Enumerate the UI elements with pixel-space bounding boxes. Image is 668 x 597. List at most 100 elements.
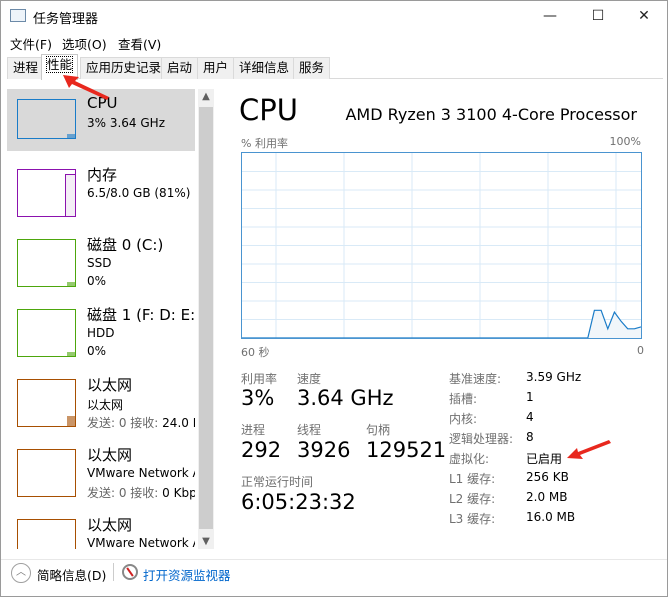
item-usage: 0% [87, 274, 107, 288]
item-throughput: 发送: 0 接收: 0 Kbps [87, 484, 195, 501]
graph-y-label: % 利用率 [241, 137, 288, 150]
item-name: 磁盘 1 (F: D: E:) [87, 306, 195, 324]
spec-label: 内核: [449, 412, 478, 426]
mini-graph [17, 309, 76, 357]
tab-services[interactable]: 服务 [293, 57, 331, 79]
scroll-up-icon[interactable]: ▲ [202, 91, 210, 102]
tab-label: 启动 [167, 60, 193, 75]
spec-label: 虚拟化: [449, 452, 490, 466]
item-detail: 以太网 [87, 398, 124, 412]
tab-label: 性能 [45, 56, 74, 73]
scroll-down-icon[interactable]: ▼ [202, 536, 210, 547]
graph-x-start: 60 秒 [241, 346, 270, 359]
title-bar: 任务管理器 — ☐ ✕ [1, 1, 667, 31]
speed-value: 3.64 GHz [297, 386, 394, 410]
minimize-button[interactable]: — [543, 8, 557, 24]
throughput-label: 发送: 0 接收: [87, 486, 159, 500]
tab-label: 详细信息 [239, 60, 290, 75]
scrollbar-thumb[interactable] [199, 107, 213, 529]
menu-file[interactable]: 文件(F) [10, 37, 52, 52]
item-name: 以太网 [87, 446, 133, 464]
spec-label: L1 缓存: [449, 472, 496, 486]
tab-details[interactable]: 详细信息 [233, 57, 296, 79]
item-throughput: 发送: 0 接收: 24.0 Kbps [87, 414, 195, 431]
spec-label: 逻辑处理器: [449, 432, 514, 446]
item-usage: 0% [87, 344, 107, 358]
spec-label: 插槽: [449, 392, 478, 406]
resource-monitor-icon [122, 564, 138, 580]
chevron-up-icon[interactable]: ︿ [11, 563, 31, 583]
cpu-graph-svg [242, 153, 642, 339]
sidebar-item[interactable]: 磁盘 1 (F: D: E:) HDD 0% [7, 299, 195, 361]
mini-graph [17, 519, 76, 549]
throughput-value: 24.0 Kbps [162, 416, 195, 430]
item-name: CPU [87, 94, 118, 112]
tab-processes[interactable]: 进程 [7, 57, 45, 79]
spec-value: 16.0 MB [526, 510, 576, 524]
mini-graph [17, 379, 76, 427]
cpu-graph [241, 152, 642, 339]
threads-value: 3926 [297, 438, 351, 462]
tab-label: 应用历史记录 [86, 60, 162, 75]
maximize-button[interactable]: ☐ [591, 8, 605, 24]
processes-value: 292 [241, 438, 282, 462]
open-resource-monitor-link[interactable]: 打开资源监视器 [143, 568, 231, 583]
item-name: 磁盘 0 (C:) [87, 236, 164, 254]
graph-x-end: 0 [637, 344, 644, 357]
processor-name: AMD Ryzen 3 3100 4-Core Processor [345, 105, 637, 124]
menu-options[interactable]: 选项(O) [62, 37, 107, 52]
spec-label: L3 缓存: [449, 512, 496, 526]
spec-value: 256 KB [526, 470, 569, 484]
divider [113, 563, 114, 581]
handles-value: 129521 [366, 438, 447, 462]
tab-startup[interactable]: 启动 [161, 57, 199, 79]
cpu-usage-line [242, 309, 642, 339]
annotation-arrow-icon [63, 75, 109, 100]
util-label: 利用率 [241, 372, 278, 386]
sidebar-item[interactable]: 以太网 VMware Network Adapter 发送: 0 接收: 0 Kbp… [7, 439, 195, 501]
fewer-details-button[interactable]: 简略信息(D) [37, 568, 107, 583]
spec-value: 已启用 [526, 452, 563, 466]
item-detail: VMware Network Adapter [87, 466, 195, 480]
item-name: 以太网 [87, 516, 133, 534]
spec-label: L2 缓存: [449, 492, 496, 506]
uptime-label: 正常运行时间 [241, 475, 314, 489]
tab-bar: 进程 性能 应用历史记录 启动 用户 详细信息 服务 [7, 54, 663, 80]
tab-performance[interactable]: 性能 [41, 54, 79, 80]
sidebar-item[interactable]: 内存 6.5/8.0 GB (81%) [7, 159, 195, 221]
tab-label: 用户 [203, 60, 229, 75]
mini-graph [17, 99, 76, 139]
spec-value: 3.59 GHz [526, 370, 582, 384]
spec-label: 基准速度: [449, 372, 502, 386]
tab-label: 服务 [299, 60, 325, 75]
tab-users[interactable]: 用户 [197, 57, 235, 79]
sidebar-item[interactable]: CPU 3% 3.64 GHz [7, 89, 195, 151]
item-detail: SSD [87, 256, 112, 270]
sidebar-item[interactable]: 磁盘 0 (C:) SSD 0% [7, 229, 195, 291]
item-detail: 3% 3.64 GHz [87, 116, 166, 130]
item-detail: 6.5/8.0 GB (81%) [87, 186, 191, 200]
close-button[interactable]: ✕ [638, 8, 650, 24]
mini-graph [17, 239, 76, 287]
throughput-label: 发送: 0 接收: [87, 416, 159, 430]
graph-y-max: 100% [609, 135, 641, 148]
sidebar-scrollbar[interactable]: ▲ ▼ [198, 89, 214, 549]
tab-label: 进程 [13, 60, 39, 75]
annotation-arrow-icon [567, 440, 611, 459]
window-title: 任务管理器 [33, 12, 99, 27]
menu-view[interactable]: 查看(V) [118, 37, 162, 52]
footer: ︿ 简略信息(D) 打开资源监视器 [1, 559, 667, 597]
processes-label: 进程 [241, 423, 266, 437]
uptime-value: 6:05:23:32 [241, 490, 356, 514]
mini-graph [17, 449, 76, 497]
item-detail: VMware Network Adapter [87, 536, 195, 549]
item-name: 内存 [87, 166, 118, 184]
spec-value: 4 [526, 410, 534, 424]
item-detail: HDD [87, 326, 115, 340]
handles-label: 句柄 [366, 423, 391, 437]
util-value: 3% [241, 386, 275, 410]
cpu-usage-area [242, 310, 641, 338]
